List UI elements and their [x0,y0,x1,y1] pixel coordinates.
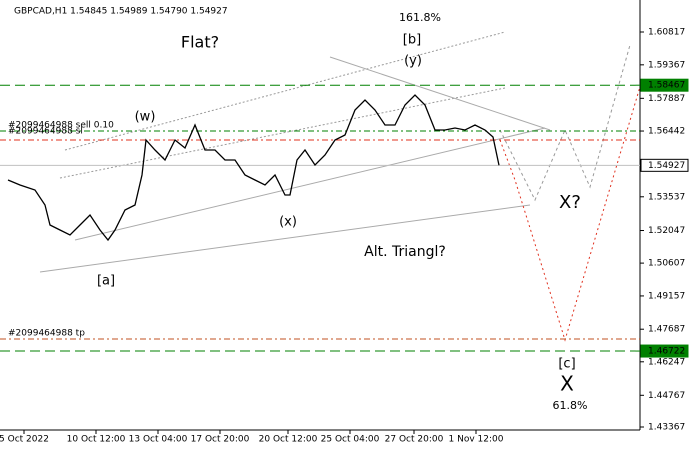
y-tick-label: 1.52047 [648,226,685,236]
x-tick-label: 20 Oct 12:00 [259,435,318,445]
y-tick-label: 1.50607 [648,259,685,269]
annotation: [a] [97,274,115,289]
trend-line [39,204,531,273]
forecast-path [499,79,643,342]
annotation: (x) [279,215,297,230]
x-tick-label: 13 Oct 04:00 [129,435,188,445]
order-label: #2099464988 tp [8,328,85,338]
trend-line [74,127,546,241]
forecast-path [499,44,631,202]
x-tick-label: 5 Oct 2022 [0,435,49,445]
annotation: Alt. Triangl? [364,244,446,260]
annotation: X [560,372,574,396]
price-tag-label: 1.46722 [648,347,685,357]
y-tick-label: 1.47687 [648,325,685,335]
y-tick-label: 1.43367 [648,422,685,432]
chart-title: GBPCAD,H1 1.54845 1.54989 1.54790 1.5492… [14,7,228,17]
annotation: Flat? [181,33,219,52]
annotation: X? [559,192,581,213]
x-tick-label: 10 Oct 12:00 [67,435,126,445]
price-tag [640,78,689,92]
x-tick-label: 25 Oct 04:00 [321,435,380,445]
annotation: (y) [404,54,422,69]
y-tick-label: 1.49157 [648,291,685,301]
price-tag [640,344,689,358]
y-tick-label: 1.46247 [648,357,685,367]
trend-line [329,56,551,131]
y-tick-label: 1.57887 [648,94,685,104]
order-label: #2099464988 sl [8,126,83,136]
y-tick-label: 1.56442 [648,127,685,137]
annotation: [c] [558,357,575,372]
y-tick-label: 1.53537 [648,192,685,202]
annotation: 61.8% [553,399,588,412]
x-tick-label: 17 Oct 20:00 [191,435,250,445]
x-tick-label: 27 Oct 20:00 [385,435,444,445]
x-tick-label: 1 Nov 12:00 [449,435,504,445]
y-tick-label: 1.59367 [648,60,685,70]
price-tag-label: 1.58467 [648,81,685,91]
annotation: [b] [403,33,421,48]
y-tick-label: 1.44767 [648,391,685,401]
wave-drawings [39,31,643,342]
price-line [7,94,500,242]
y-tick-label: 1.60817 [648,28,685,38]
annotation: 161.8% [399,11,441,24]
order-label: #2099464988 sell 0.10 [8,120,114,130]
price-tag [640,158,689,172]
annotation: (w) [135,110,156,125]
price-tag-label: 1.54927 [648,161,685,171]
